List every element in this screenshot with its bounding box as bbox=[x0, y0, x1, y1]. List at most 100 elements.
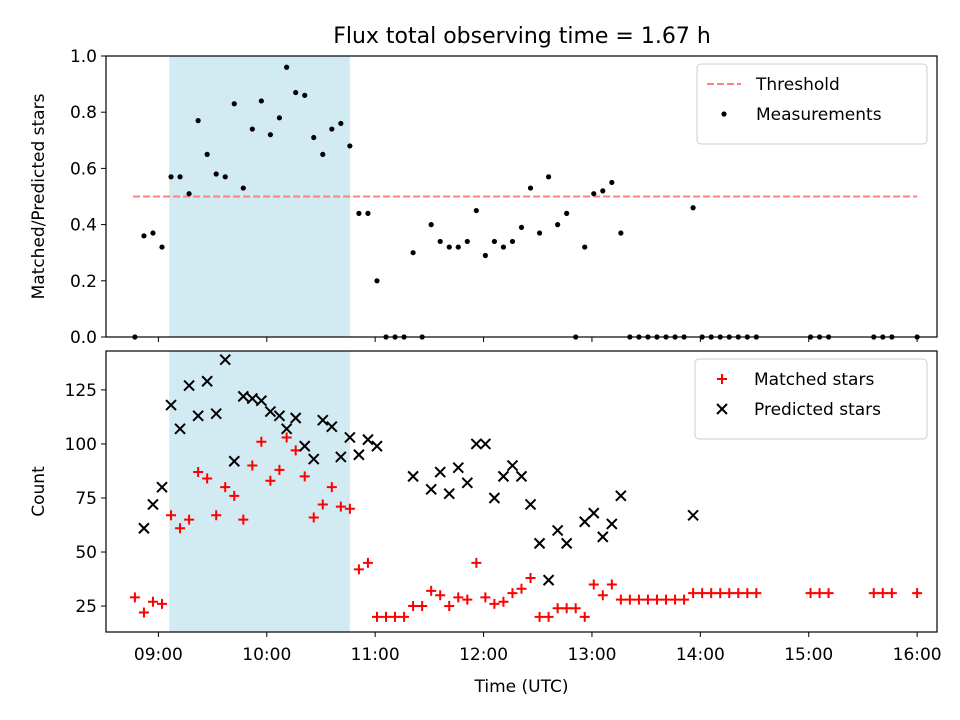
axes-frame bbox=[105, 55, 938, 338]
data-point bbox=[231, 101, 237, 107]
data-point bbox=[247, 460, 258, 471]
legend-label: Predicted stars bbox=[754, 400, 881, 420]
data-point bbox=[193, 467, 204, 478]
y-axis-label: Matched/Predicted stars bbox=[29, 93, 49, 299]
y-tick-label: 125 bbox=[65, 381, 97, 401]
data-point bbox=[515, 470, 528, 483]
data-point bbox=[308, 512, 319, 523]
figure-title: Flux total observing time = 1.67 h bbox=[333, 24, 711, 49]
legend: Matched stars Predicted stars bbox=[694, 358, 928, 440]
data-point bbox=[276, 115, 283, 121]
data-point bbox=[280, 423, 293, 435]
data-point bbox=[174, 423, 186, 435]
data-point bbox=[618, 230, 624, 236]
y-tick-label: 0.2 bbox=[70, 272, 97, 292]
data-point bbox=[299, 471, 310, 482]
data-point bbox=[446, 244, 452, 250]
data-point bbox=[560, 537, 573, 550]
data-point bbox=[455, 244, 461, 250]
data-point bbox=[697, 588, 708, 599]
data-point bbox=[552, 603, 563, 614]
x-axis-label: Time (UTC) bbox=[474, 677, 569, 697]
data-point bbox=[210, 407, 222, 420]
data-point bbox=[228, 455, 240, 467]
data-point bbox=[805, 588, 816, 599]
data-point bbox=[147, 596, 158, 607]
y-tick-label: 75 bbox=[75, 489, 97, 509]
data-point bbox=[399, 611, 410, 622]
data-point bbox=[471, 557, 482, 568]
data-point bbox=[651, 594, 662, 605]
data-point bbox=[408, 601, 419, 612]
data-point bbox=[381, 611, 392, 622]
data-point bbox=[428, 222, 434, 228]
y-tick-label: 0.4 bbox=[70, 216, 97, 236]
data-point bbox=[329, 126, 335, 132]
series-measurements bbox=[132, 64, 920, 340]
data-point bbox=[912, 588, 923, 599]
data-point bbox=[506, 459, 519, 472]
data-point bbox=[498, 596, 509, 607]
x-tick-label: 15:00 bbox=[784, 645, 833, 665]
data-point bbox=[690, 205, 696, 211]
data-point bbox=[211, 510, 222, 521]
data-point bbox=[150, 230, 156, 236]
data-point bbox=[742, 588, 753, 599]
data-point bbox=[213, 171, 219, 177]
data-point bbox=[462, 594, 473, 605]
data-point bbox=[317, 499, 328, 510]
data-point bbox=[265, 475, 276, 486]
data-point bbox=[183, 379, 195, 392]
data-point bbox=[335, 451, 347, 463]
data-point bbox=[479, 438, 492, 450]
data-point bbox=[186, 191, 192, 197]
data-point bbox=[543, 611, 554, 622]
data-point bbox=[177, 174, 183, 180]
y-tick-label: 50 bbox=[75, 543, 97, 563]
data-point bbox=[435, 590, 446, 601]
data-point bbox=[258, 98, 264, 104]
y-axis-label: Count bbox=[29, 466, 49, 517]
data-point bbox=[823, 588, 834, 599]
data-point bbox=[615, 490, 627, 502]
data-point bbox=[344, 431, 356, 444]
legend-box bbox=[694, 358, 928, 440]
data-point bbox=[202, 473, 213, 484]
data-point bbox=[299, 440, 311, 452]
data-point bbox=[267, 132, 273, 138]
data-point bbox=[579, 516, 591, 528]
data-point bbox=[679, 594, 690, 605]
data-point bbox=[452, 462, 464, 474]
data-point bbox=[670, 594, 681, 605]
data-point bbox=[326, 420, 338, 433]
data-point bbox=[516, 583, 527, 594]
data-point bbox=[317, 414, 329, 426]
data-point bbox=[168, 174, 174, 180]
data-point bbox=[525, 572, 536, 583]
bottom-panel: 09:00 10:00 11:00 12:00 13:00 14:00 15:00 16:00… bbox=[29, 350, 942, 697]
data-point bbox=[437, 238, 443, 245]
data-point bbox=[444, 601, 455, 612]
data-point bbox=[410, 250, 416, 256]
x-tick-label: 10:00 bbox=[242, 645, 291, 665]
data-point bbox=[509, 238, 516, 245]
data-point bbox=[141, 233, 147, 239]
data-point bbox=[374, 278, 380, 284]
data-point bbox=[281, 432, 292, 443]
data-point bbox=[290, 445, 301, 456]
data-point bbox=[344, 503, 355, 514]
data-point bbox=[751, 588, 762, 599]
data-point bbox=[293, 89, 299, 96]
data-point bbox=[642, 594, 653, 605]
data-point bbox=[597, 531, 609, 543]
legend-box bbox=[696, 63, 928, 145]
x-tick-label: 12:00 bbox=[459, 645, 508, 665]
data-point bbox=[195, 118, 201, 124]
legend-x-marker bbox=[716, 403, 728, 415]
data-point bbox=[166, 510, 177, 521]
data-point bbox=[264, 405, 277, 418]
data-point bbox=[338, 120, 344, 127]
data-point bbox=[588, 507, 600, 519]
data-point bbox=[274, 464, 285, 475]
